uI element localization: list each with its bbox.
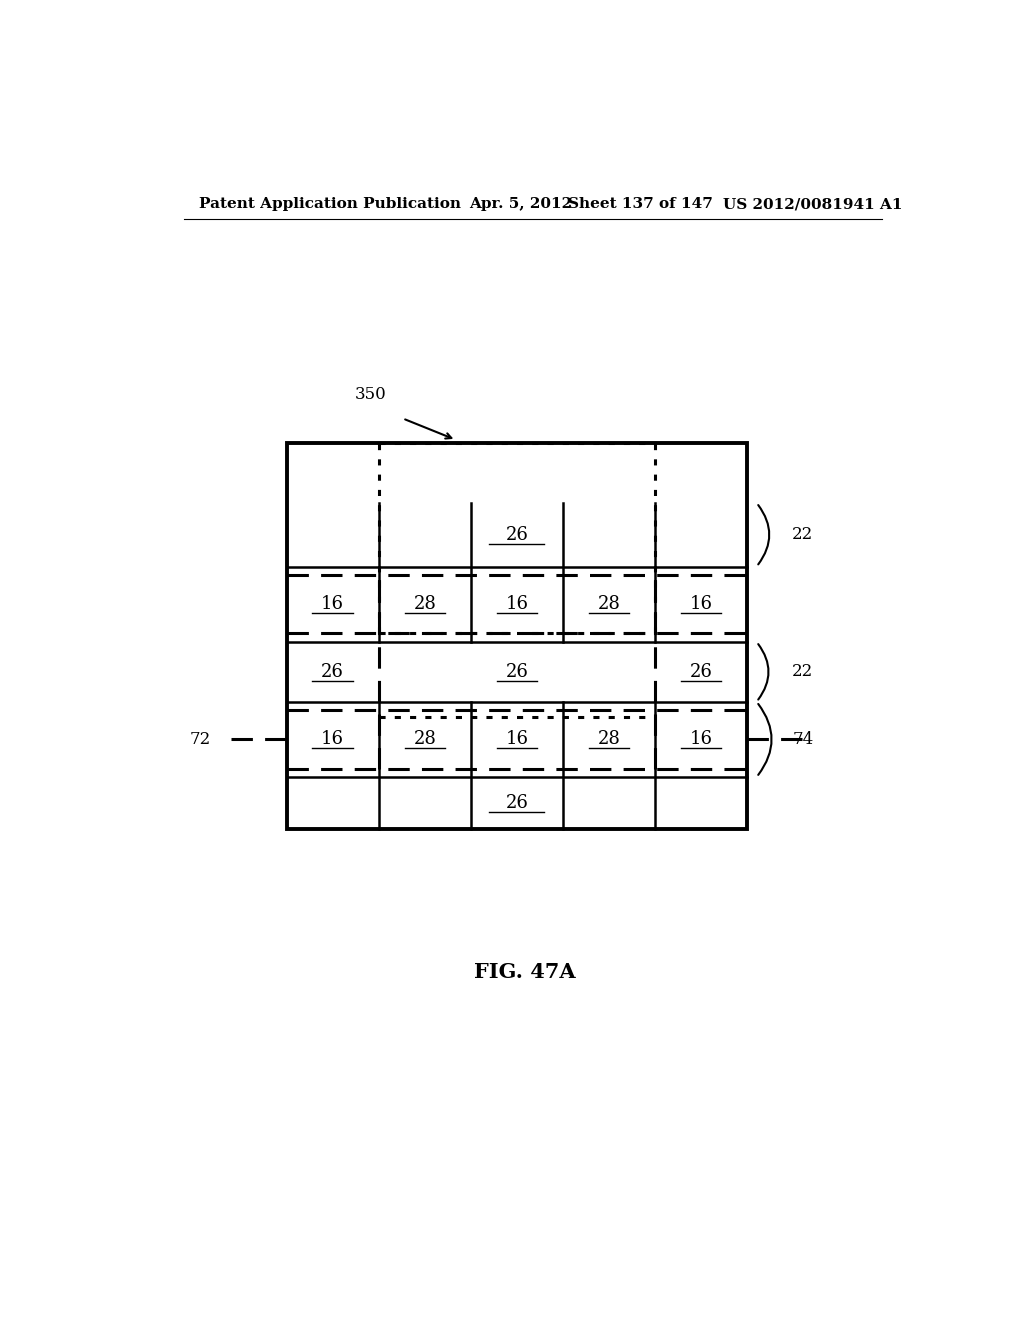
Text: 16: 16 [689, 595, 713, 614]
Text: 350: 350 [355, 387, 387, 403]
Text: 16: 16 [689, 730, 713, 748]
Text: 28: 28 [597, 595, 621, 614]
Text: 16: 16 [506, 730, 528, 748]
Text: Apr. 5, 2012: Apr. 5, 2012 [469, 197, 572, 211]
Text: 16: 16 [322, 730, 344, 748]
Text: 26: 26 [689, 663, 713, 681]
Text: 26: 26 [322, 663, 344, 681]
Text: 28: 28 [414, 730, 436, 748]
Text: US 2012/0081941 A1: US 2012/0081941 A1 [723, 197, 903, 211]
Text: 72: 72 [190, 731, 211, 748]
Text: 16: 16 [322, 595, 344, 614]
Text: 26: 26 [506, 525, 528, 544]
Text: 26: 26 [506, 663, 528, 681]
Text: Sheet 137 of 147: Sheet 137 of 147 [568, 197, 714, 211]
Text: 16: 16 [506, 595, 528, 614]
Text: 22: 22 [793, 527, 813, 544]
Bar [287, 444, 748, 829]
Text: Patent Application Publication: Patent Application Publication [200, 197, 462, 211]
Text: 26: 26 [506, 795, 528, 812]
Text: 28: 28 [597, 730, 621, 748]
Text: 28: 28 [414, 595, 436, 614]
Text: 74: 74 [793, 731, 813, 748]
Text: FIG. 47A: FIG. 47A [474, 961, 575, 982]
Text: 22: 22 [793, 664, 813, 680]
